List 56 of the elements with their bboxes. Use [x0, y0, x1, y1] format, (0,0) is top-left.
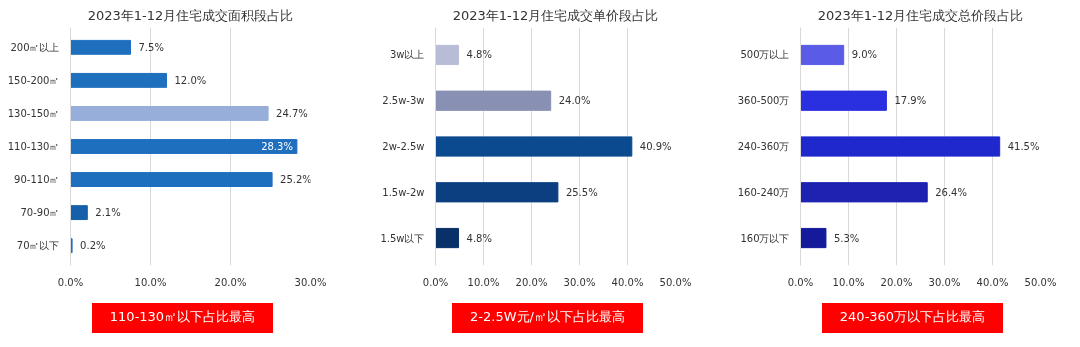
data-label: 2.1% [95, 207, 121, 219]
data-label: 40.9% [639, 141, 672, 152]
data-label: 17.9% [894, 95, 927, 107]
x-tick-label: 0.0% [422, 276, 449, 288]
x-tick-label: 10.0% [467, 276, 500, 288]
data-label: 24.7% [276, 107, 308, 119]
data-label: 5.3% [833, 232, 860, 244]
x-tick-label: 10.0% [134, 276, 167, 288]
x-tick-label: 0.0% [787, 276, 814, 288]
x-tick-label: 20.0% [515, 276, 548, 288]
data-label: 26.4% [935, 186, 967, 198]
chart-title: 2023年1-12月住宅成交总价段占比 [817, 7, 1024, 23]
x-tick-label: 50.0% [659, 276, 692, 288]
y-tick-label: 200㎡以上 [10, 41, 60, 53]
y-tick-label: 1.5w-2w [382, 186, 425, 198]
y-tick-label: 500万以上 [740, 49, 790, 61]
x-tick-label: 50.0% [1024, 276, 1057, 288]
x-tick-label: 20.0% [880, 276, 913, 288]
x-tick-label: 0.0% [57, 276, 84, 288]
data-label: 4.8% [466, 232, 492, 244]
y-tick-label: 2.5w-3w [382, 95, 425, 107]
data-label: 4.8% [466, 49, 492, 61]
x-tick-label: 40.0% [611, 276, 644, 288]
y-tick-label: 3w以上 [389, 49, 425, 61]
chart-title: 2023年1-12月住宅成交单价段占比 [452, 7, 659, 23]
y-tick-label: 70-90㎡ [20, 207, 60, 219]
text: 110-130㎡以下占比最高 [91, 303, 274, 333]
data-label: 0.2% [80, 240, 106, 252]
text: 240-360万以下占比最高 [821, 303, 1004, 333]
data-label: 41.5% [1007, 141, 1040, 152]
data-label: 24.0% [558, 95, 591, 107]
x-tick-label: 10.0% [832, 276, 865, 288]
y-tick-label: 70㎡以下 [16, 240, 60, 252]
y-tick-label: 130-150㎡ [7, 107, 60, 119]
y-tick-label: 90-110㎡ [14, 174, 60, 186]
y-tick-label: 240-360万 [737, 141, 790, 152]
y-tick-label: 160-240万 [737, 186, 790, 198]
x-tick-label: 30.0% [928, 276, 961, 288]
data-label: 12.0% [174, 74, 207, 86]
data-label: 28.3% [261, 141, 293, 152]
chart-title: 2023年1-12月住宅成交面积段占比 [87, 7, 294, 23]
y-tick-label: 1.5w以下 [380, 232, 425, 244]
text: 2-2.5W元/㎡以下占比最高 [452, 303, 643, 333]
x-tick-label: 20.0% [214, 276, 247, 288]
y-tick-label: 360-500万 [737, 95, 790, 107]
y-tick-label: 2w-2.5w [382, 141, 425, 152]
data-label: 9.0% [851, 49, 878, 61]
x-tick-label: 40.0% [976, 276, 1009, 288]
x-tick-label: 30.0% [294, 276, 327, 288]
data-label: 25.5% [565, 186, 598, 198]
data-label: 25.2% [280, 174, 312, 186]
y-tick-label: 150-200㎡ [7, 74, 60, 86]
x-tick-label: 30.0% [563, 276, 596, 288]
y-tick-label: 110-130㎡ [7, 141, 60, 152]
y-tick-label: 160万以下 [740, 232, 790, 244]
data-label: 7.5% [138, 41, 164, 53]
